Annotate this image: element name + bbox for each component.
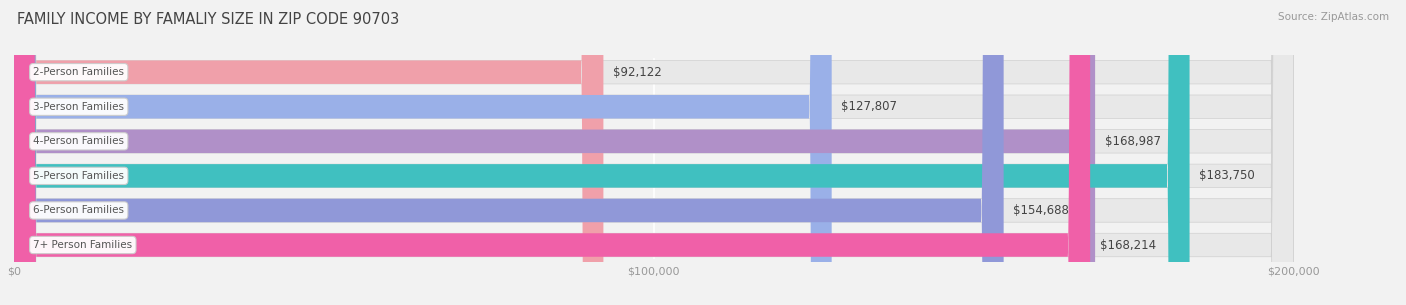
FancyBboxPatch shape [14,0,1294,305]
Text: $154,688: $154,688 [1014,204,1069,217]
Text: $92,122: $92,122 [613,66,662,79]
Text: $183,750: $183,750 [1199,169,1256,182]
Text: $168,214: $168,214 [1099,239,1156,252]
Text: FAMILY INCOME BY FAMALIY SIZE IN ZIP CODE 90703: FAMILY INCOME BY FAMALIY SIZE IN ZIP COD… [17,12,399,27]
FancyBboxPatch shape [14,0,832,305]
Text: 3-Person Families: 3-Person Families [34,102,124,112]
Text: 4-Person Families: 4-Person Families [34,136,124,146]
Text: 2-Person Families: 2-Person Families [34,67,124,77]
Text: $168,987: $168,987 [1105,135,1161,148]
Text: Source: ZipAtlas.com: Source: ZipAtlas.com [1278,12,1389,22]
Text: $127,807: $127,807 [841,100,897,113]
FancyBboxPatch shape [14,0,1095,305]
FancyBboxPatch shape [14,0,1294,305]
FancyBboxPatch shape [14,0,1294,305]
FancyBboxPatch shape [14,0,603,305]
FancyBboxPatch shape [14,0,1004,305]
FancyBboxPatch shape [14,0,1090,305]
Text: 5-Person Families: 5-Person Families [34,171,124,181]
FancyBboxPatch shape [14,0,1294,305]
Text: 6-Person Families: 6-Person Families [34,206,124,215]
Text: 7+ Person Families: 7+ Person Families [34,240,132,250]
FancyBboxPatch shape [14,0,1189,305]
FancyBboxPatch shape [14,0,1294,305]
FancyBboxPatch shape [14,0,1294,305]
